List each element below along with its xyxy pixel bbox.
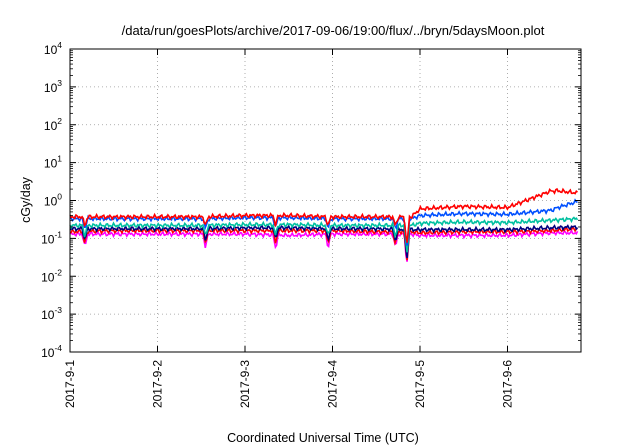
series-layer: [69, 187, 579, 262]
y-tick-label: 10-4: [41, 343, 62, 360]
y-tick-label: 10-1: [41, 229, 62, 246]
y-tick-label: 101: [44, 154, 62, 171]
y-axis-label: cGy/day: [19, 176, 33, 223]
x-tick-label: 2017-9-4: [326, 360, 340, 408]
series-line-2: [69, 223, 579, 259]
series-line-3: [69, 216, 579, 253]
series-line-4: [69, 198, 578, 246]
y-axis: 10-4 10-3 10-2 10-1 100 101 102 103 104: [41, 40, 581, 360]
y-tick-label: 10-3: [41, 305, 62, 322]
y-tick-label: 10-2: [41, 267, 62, 284]
x-axis: 2017-9-1 2017-9-2 2017-9-3 2017-9-4 2017-9-5…: [63, 49, 515, 408]
y-tick-label: 103: [44, 78, 62, 95]
series-line-5: [69, 187, 578, 243]
chart-title: /data/run/goesPlots/archive/2017-09-06/1…: [122, 23, 545, 38]
y-tick-label: 100: [44, 192, 62, 209]
y-tick-label: 104: [44, 40, 62, 57]
y-tick-label: 102: [44, 116, 62, 133]
x-tick-label: 2017-9-5: [413, 360, 427, 408]
x-tick-label: 2017-9-1: [63, 360, 77, 408]
x-tick-label: 2017-9-3: [238, 360, 252, 408]
x-tick-label: 2017-9-2: [151, 360, 165, 408]
grid: [70, 49, 581, 352]
x-tick-label: 2017-9-6: [501, 360, 515, 408]
x-axis-label: Coordinated Universal Time (UTC): [227, 431, 419, 445]
